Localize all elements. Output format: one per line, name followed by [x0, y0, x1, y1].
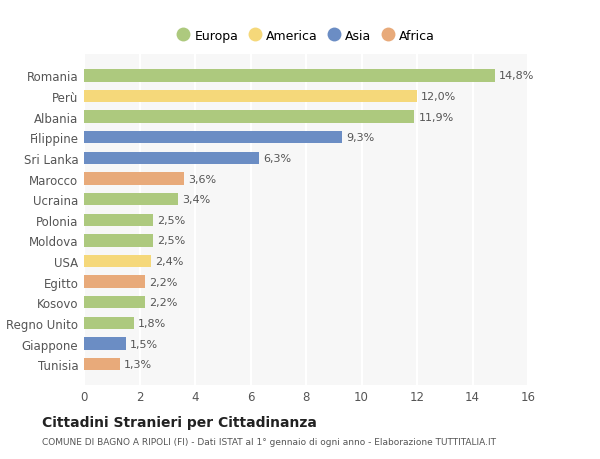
Bar [84, 91, 417, 103]
Text: 1,5%: 1,5% [130, 339, 158, 349]
Legend: Europa, America, Asia, Africa: Europa, America, Asia, Africa [172, 25, 440, 48]
Text: 11,9%: 11,9% [418, 112, 454, 123]
Bar [84, 235, 154, 247]
Bar [84, 255, 151, 268]
Bar [84, 132, 342, 144]
Bar [84, 173, 184, 185]
Bar [84, 358, 120, 370]
Text: 2,2%: 2,2% [149, 297, 178, 308]
Text: 12,0%: 12,0% [421, 92, 457, 102]
Text: 2,5%: 2,5% [158, 215, 186, 225]
Text: COMUNE DI BAGNO A RIPOLI (FI) - Dati ISTAT al 1° gennaio di ogni anno - Elaboraz: COMUNE DI BAGNO A RIPOLI (FI) - Dati IST… [42, 437, 496, 446]
Text: 3,4%: 3,4% [182, 195, 211, 205]
Bar [84, 194, 178, 206]
Text: Cittadini Stranieri per Cittadinanza: Cittadini Stranieri per Cittadinanza [42, 415, 317, 429]
Bar [84, 276, 145, 288]
Text: 6,3%: 6,3% [263, 154, 291, 163]
Bar [84, 152, 259, 165]
Text: 2,4%: 2,4% [155, 257, 183, 267]
Bar [84, 338, 125, 350]
Bar [84, 70, 495, 83]
Bar [84, 111, 414, 123]
Bar [84, 297, 145, 309]
Text: 1,3%: 1,3% [124, 359, 152, 369]
Text: 1,8%: 1,8% [138, 318, 166, 328]
Text: 2,2%: 2,2% [149, 277, 178, 287]
Text: 2,5%: 2,5% [158, 236, 186, 246]
Bar [84, 317, 134, 330]
Text: 14,8%: 14,8% [499, 71, 534, 81]
Bar [84, 214, 154, 226]
Text: 3,6%: 3,6% [188, 174, 216, 184]
Text: 9,3%: 9,3% [346, 133, 374, 143]
